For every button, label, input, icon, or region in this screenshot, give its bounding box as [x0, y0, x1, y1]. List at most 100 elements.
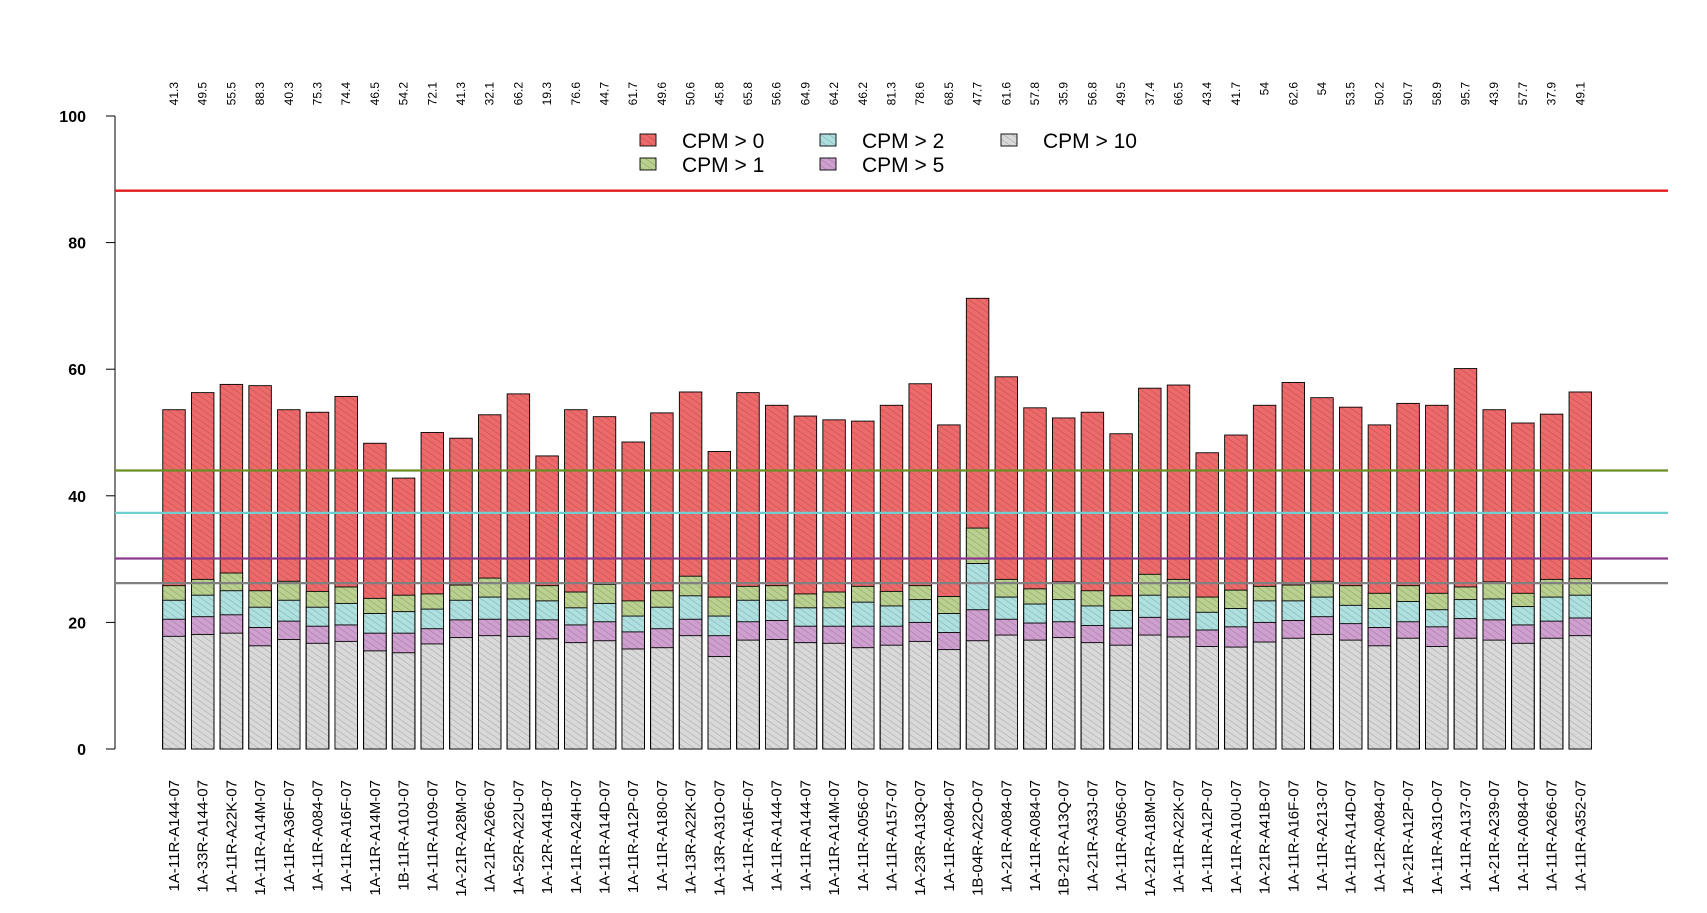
bar-group — [1224, 434, 1248, 750]
bar-group — [391, 477, 416, 750]
x-category-label: 1A-11R-A14M-07 — [252, 780, 269, 896]
x-category-label: 1A-11R-A084-07 — [941, 780, 958, 891]
x-category-label: 1A-11R-A14M-07 — [367, 780, 384, 896]
bar-outline — [994, 634, 1018, 750]
top-value-label: 61.6 — [999, 82, 1013, 106]
top-value-label: 50.2 — [1372, 82, 1386, 106]
bar-outline — [592, 640, 617, 750]
bar-outline — [420, 643, 444, 750]
bar-outline — [564, 642, 588, 750]
bar-group — [851, 420, 875, 750]
bar-outline — [650, 647, 674, 750]
y-tick-label: 80 — [68, 236, 86, 253]
bar-group — [219, 383, 244, 750]
x-category-label: 1A-11R-A14D-07 — [597, 780, 614, 894]
top-value-label: 47.7 — [971, 82, 985, 106]
legend-swatch-outline — [639, 157, 657, 171]
x-category-label: 1A-11R-A084-07 — [1515, 780, 1532, 891]
top-value-label: 49.5 — [196, 82, 210, 106]
x-category-label: 1A-11R-A266-07 — [1544, 780, 1561, 891]
threshold-lines — [115, 189, 1668, 585]
bar-outline — [277, 639, 301, 750]
top-value-label: 54 — [1258, 82, 1272, 96]
top-value-label: 46.5 — [368, 82, 382, 106]
bar-group — [908, 383, 932, 750]
bar-group — [190, 392, 215, 750]
bar-group — [506, 393, 531, 750]
top-value-label: 19.3 — [540, 82, 554, 106]
legend-swatch-outline — [819, 133, 837, 147]
x-category-label: 1A-11R-A16F-07 — [338, 780, 355, 892]
x-category-label: 1A-11R-A109-07 — [424, 780, 441, 891]
bar-group — [305, 411, 330, 750]
bar-outline — [765, 639, 789, 750]
top-value-label: 53.5 — [1344, 82, 1358, 106]
x-category-label: 1A-12R-A41B-07 — [539, 780, 556, 894]
top-value-label: 40.3 — [282, 82, 296, 106]
top-value-label: 66.2 — [511, 82, 525, 106]
top-value-label: 95.7 — [1459, 82, 1473, 106]
bar-group — [1023, 407, 1047, 750]
top-value-label: 62.6 — [1286, 82, 1300, 106]
bar-outline — [707, 656, 731, 750]
bar-outline — [1367, 645, 1392, 750]
bar-outline — [248, 645, 272, 750]
y-tick-label: 60 — [68, 362, 86, 379]
top-value-label: 88.3 — [253, 82, 267, 106]
bar-group — [420, 432, 444, 750]
bar-outline — [1195, 646, 1219, 750]
bar-outline — [363, 650, 387, 750]
bar-outline — [851, 647, 875, 750]
top-value-labels: 41.3 49.5 55.5 88.3 40.3 75.3 74.4 46.5 54.2 72.1… — [167, 82, 1587, 106]
bar-outline — [1568, 635, 1593, 750]
bar-group — [822, 419, 846, 750]
bar-outline — [391, 652, 416, 750]
bar-group — [1166, 384, 1191, 750]
top-value-label: 50.7 — [1401, 82, 1415, 106]
x-category-label: 1A-11R-A14D-07 — [1343, 780, 1360, 894]
bar-group — [1080, 411, 1105, 750]
bar-outline — [1252, 641, 1277, 750]
bar-group — [1396, 402, 1420, 750]
top-value-label: 45.8 — [712, 82, 726, 106]
bar-group — [1338, 406, 1363, 750]
bar-outline — [822, 642, 846, 750]
x-category-label: 1A-11R-A144-07 — [797, 780, 814, 891]
bar-outline — [162, 635, 186, 750]
bar-group — [277, 409, 301, 750]
bar-outline — [535, 638, 559, 750]
bar-stacks — [162, 297, 1593, 750]
bar-group — [1482, 409, 1506, 750]
bar-group — [334, 395, 358, 750]
top-value-label: 32.1 — [483, 82, 497, 106]
bar-outline — [1138, 634, 1162, 750]
top-value-label: 56.6 — [770, 82, 784, 106]
bar-outline — [1338, 639, 1363, 750]
top-value-label: 54.2 — [397, 82, 411, 106]
y-axis: 0 20 40 60 80 100 — [59, 109, 116, 759]
x-category-label: 1A-21R-A084-07 — [998, 780, 1015, 893]
x-category-label: 1A-11R-A144-07 — [166, 780, 183, 891]
x-category-label: 1A-11R-A137-07 — [1458, 780, 1475, 891]
x-category-label: 1A-11R-A056-07 — [855, 780, 872, 891]
bar-outline — [879, 644, 904, 750]
x-category-label: 1A-11R-A16F-07 — [1285, 780, 1302, 892]
x-category-label: 1A-11R-A12P-07 — [1199, 780, 1216, 893]
x-category-label: 1B-11R-A10J-07 — [396, 780, 413, 891]
top-value-label: 37.9 — [1545, 82, 1559, 106]
x-category-label: 1A-11R-A14M-07 — [826, 780, 843, 896]
top-value-label: 64.2 — [827, 82, 841, 106]
bar-group — [1138, 387, 1162, 750]
legend-swatch-outline — [639, 133, 657, 147]
bar-outline — [219, 632, 244, 750]
x-category-label: 1B-04R-A22O-07 — [970, 780, 987, 896]
bar-group — [1367, 424, 1392, 750]
x-category-label: 1A-11R-A084-07 — [1027, 780, 1044, 891]
bar-outline — [1310, 633, 1334, 750]
legend-label: CPM > 5 — [862, 154, 944, 177]
legend-swatch-outline — [1000, 133, 1018, 147]
top-value-label: 41.3 — [167, 82, 181, 106]
bar-group — [449, 437, 473, 750]
top-value-label: 74.4 — [339, 82, 353, 106]
y-tick-label: 20 — [68, 615, 86, 632]
